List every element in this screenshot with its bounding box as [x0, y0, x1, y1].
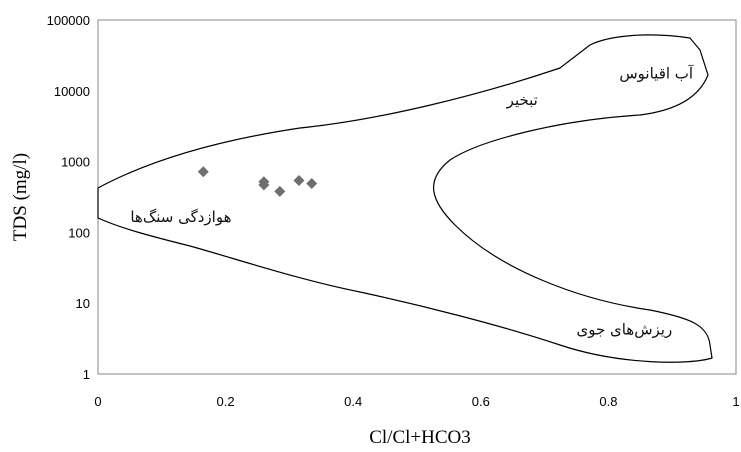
y-axis-title: TDS (mg/l): [10, 153, 31, 241]
gibbs-envelope: [97, 34, 713, 363]
x-tick-label: 0.4: [344, 394, 362, 409]
x-tick-label: 0.6: [472, 394, 490, 409]
y-tick-label: 1: [83, 367, 90, 382]
y-tick-label: 100000: [47, 13, 90, 28]
x-tick-label: 1: [732, 394, 739, 409]
y-tick-label: 10000: [54, 84, 90, 99]
y-tick-label: 10: [76, 296, 90, 311]
y-tick-label: 100: [68, 225, 90, 240]
y-tick-label: 1000: [61, 155, 90, 170]
data-point: [258, 179, 270, 191]
data-point: [293, 175, 305, 187]
data-point: [306, 178, 318, 190]
region-label: تبخیر: [506, 91, 538, 109]
x-tick-label: 0: [94, 394, 101, 409]
data-point: [274, 185, 286, 197]
data-point: [197, 166, 209, 178]
x-axis-title: Cl/Cl+HCO3: [369, 427, 471, 448]
x-tick-label: 0.2: [217, 394, 235, 409]
region-label: ریزش‌های جوی: [576, 321, 672, 339]
region-label: آب اقیانوس: [619, 64, 694, 82]
x-tick-label: 0.8: [599, 394, 617, 409]
region-label: هوازدگی سنگ‌ها: [130, 208, 231, 226]
